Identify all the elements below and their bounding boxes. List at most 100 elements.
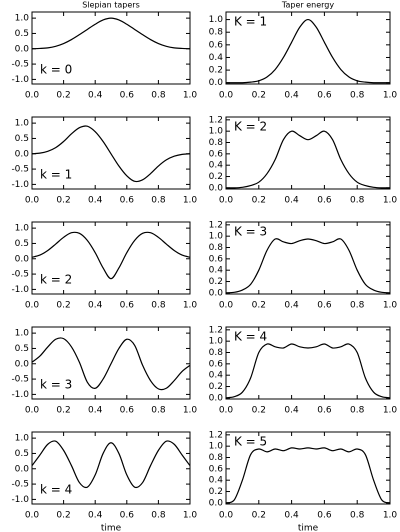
- x-tick-label: 0.6: [120, 196, 135, 206]
- x-tick-label: 1.0: [183, 301, 198, 311]
- y-tick-label: 0.8: [209, 28, 224, 38]
- x-tick-label: 0.6: [317, 406, 332, 416]
- x-tick-label: 0.6: [120, 91, 135, 101]
- plot-frame: [225, 431, 391, 505]
- y-tick-label: 1.2: [209, 115, 223, 125]
- curve: [31, 125, 191, 183]
- curve: [225, 447, 391, 504]
- panel-annotation: k = 2: [40, 273, 72, 287]
- plot-frame: [31, 221, 191, 295]
- curve: [225, 130, 391, 189]
- y-tick-label: 0.0: [209, 78, 224, 88]
- x-tick-label: 0.0: [219, 301, 234, 311]
- curve: [31, 337, 191, 391]
- y-tick-label: 0.0: [15, 44, 30, 54]
- x-tick-label: 0.4: [88, 406, 103, 416]
- plot-frame: [225, 326, 391, 400]
- y-tick-label: 0.6: [209, 359, 224, 369]
- x-tick-label: 0.8: [350, 301, 365, 311]
- x-tick-label: 0.6: [317, 511, 332, 521]
- plot-frame: [31, 116, 191, 190]
- y-tick-label: 1.0: [15, 14, 30, 24]
- y-tick-label: 1.0: [209, 337, 224, 347]
- y-tick-label: 0.2: [209, 487, 223, 497]
- y-tick-label: -0.5: [11, 60, 29, 70]
- x-tick-label: 0.0: [25, 196, 40, 206]
- x-tick-label: 1.0: [183, 511, 198, 521]
- x-tick-label: 1.0: [183, 196, 198, 206]
- x-tick-label: 0.8: [350, 196, 365, 206]
- y-tick-label: 0.8: [209, 453, 224, 463]
- y-tick-label: 0.5: [15, 29, 29, 39]
- y-tick-label: 0.0: [209, 498, 224, 508]
- x-tick-label: 0.8: [350, 91, 365, 101]
- x-tick-label: 0.4: [88, 301, 103, 311]
- x-tick-label: 0.0: [219, 196, 234, 206]
- y-tick-label: 0.4: [209, 476, 224, 486]
- x-tick-label: 0.4: [88, 196, 103, 206]
- x-tick-label: 0.4: [88, 511, 103, 521]
- y-tick-label: 0.6: [209, 40, 224, 50]
- x-tick-label: 0.2: [56, 91, 70, 101]
- x-tick-label: 0.6: [317, 196, 332, 206]
- plot-frame: [225, 221, 391, 295]
- x-tick-label: 0.0: [219, 511, 234, 521]
- x-axis-label: time: [298, 524, 319, 532]
- y-tick-label: 1.2: [209, 325, 223, 335]
- panel-title: Slepian tapers: [82, 1, 140, 10]
- y-tick-label: 0.0: [15, 149, 30, 159]
- x-axis-label: time: [101, 524, 122, 532]
- y-tick-label: 0.4: [209, 371, 224, 381]
- panel-annotation: K = 2: [234, 120, 267, 134]
- x-tick-label: 0.2: [252, 196, 266, 206]
- y-tick-label: 1.0: [209, 15, 224, 25]
- y-tick-label: 1.2: [209, 430, 223, 440]
- x-tick-label: 0.0: [219, 91, 234, 101]
- x-tick-label: 0.4: [284, 406, 299, 416]
- x-tick-label: 0.0: [25, 91, 40, 101]
- y-tick-label: -0.5: [11, 375, 29, 385]
- y-tick-label: 0.4: [209, 53, 224, 63]
- panel-title: Taper energy: [281, 1, 334, 10]
- y-tick-label: 0.5: [15, 449, 29, 459]
- curve: [31, 231, 191, 280]
- y-tick-label: 0.0: [209, 183, 224, 193]
- y-tick-label: 0.6: [209, 254, 224, 264]
- y-tick-label: 0.4: [209, 266, 224, 276]
- x-tick-label: 0.6: [120, 406, 135, 416]
- y-tick-label: 0.5: [15, 239, 29, 249]
- x-tick-label: 0.6: [120, 511, 135, 521]
- panel-annotation: k = 3: [40, 378, 72, 392]
- y-tick-label: -0.5: [11, 165, 29, 175]
- panel-annotation: K = 4: [234, 330, 267, 344]
- x-tick-label: 1.0: [383, 196, 398, 206]
- panel-annotation: k = 4: [40, 483, 72, 497]
- panel-annotation: K = 1: [234, 15, 267, 29]
- y-tick-label: -1.0: [11, 495, 29, 505]
- y-tick-label: 0.4: [209, 161, 224, 171]
- x-tick-label: 0.4: [88, 91, 103, 101]
- panel-annotation: K = 3: [234, 225, 267, 239]
- y-tick-label: 1.0: [15, 329, 30, 339]
- curve: [226, 18, 390, 84]
- x-tick-label: 1.0: [383, 301, 398, 311]
- x-tick-label: 0.2: [252, 91, 266, 101]
- x-tick-label: 0.8: [151, 91, 166, 101]
- x-tick-label: 0.6: [317, 91, 332, 101]
- panel-annotation: K = 5: [234, 435, 267, 449]
- y-tick-label: 0.6: [209, 149, 224, 159]
- x-tick-label: 0.8: [350, 406, 365, 416]
- curve: [225, 343, 391, 399]
- x-tick-label: 0.8: [151, 301, 166, 311]
- y-tick-label: 0.2: [209, 382, 223, 392]
- x-tick-label: 0.2: [56, 196, 70, 206]
- plot-frame: [31, 11, 191, 85]
- y-tick-label: 0.0: [209, 288, 224, 298]
- plot-frame: [31, 326, 191, 400]
- x-tick-label: 0.0: [25, 511, 40, 521]
- y-tick-label: 0.8: [209, 138, 224, 148]
- x-tick-label: 0.4: [284, 91, 299, 101]
- x-tick-label: 0.2: [56, 406, 70, 416]
- x-tick-label: 0.8: [151, 511, 166, 521]
